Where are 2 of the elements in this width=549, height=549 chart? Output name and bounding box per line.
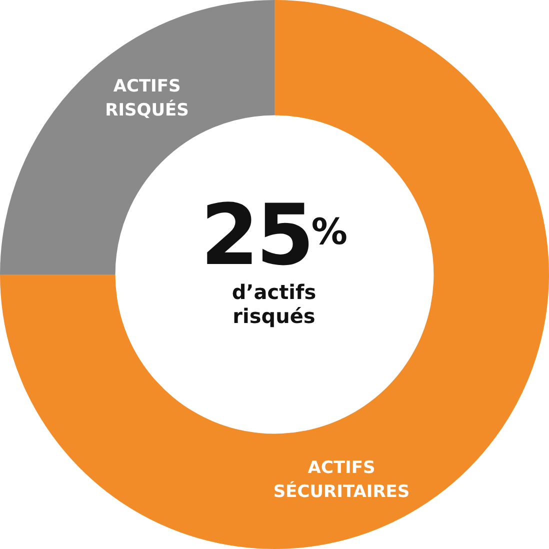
slice-label: ACTIFS RISQUÉS	[105, 76, 189, 120]
slice-label: ACTIFS SÉCURITAIRES	[273, 458, 410, 502]
